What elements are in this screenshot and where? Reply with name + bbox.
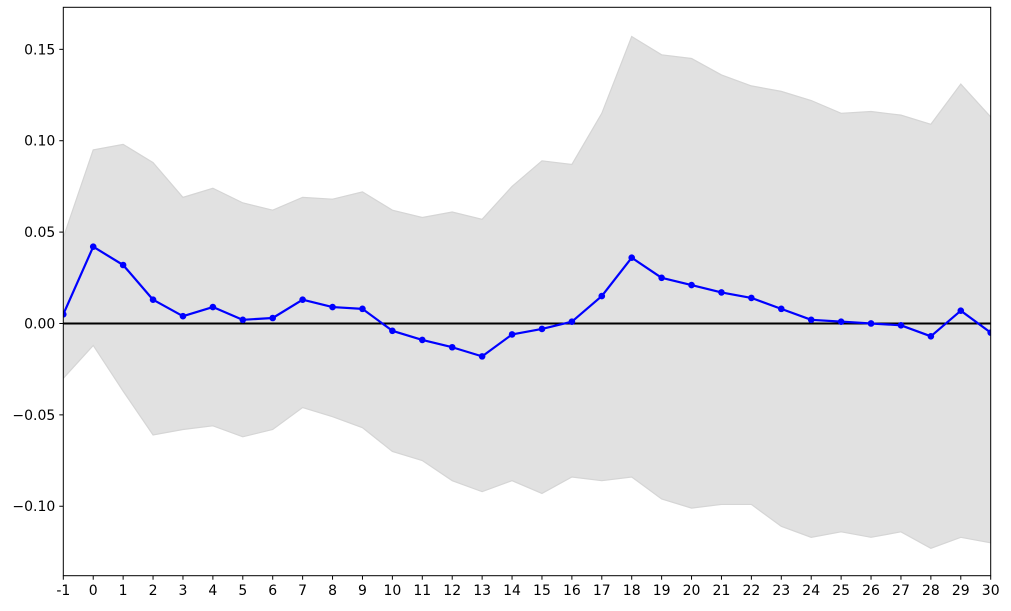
x-axis-tick-label: 15 bbox=[533, 583, 551, 599]
x-axis-tick-label: 17 bbox=[593, 583, 611, 599]
data-point-marker bbox=[897, 322, 905, 329]
x-axis-tick-label: 24 bbox=[802, 583, 820, 599]
plot-border bbox=[62, 6, 992, 577]
data-point-marker bbox=[598, 292, 606, 300]
y-axis-tick-label: 0.15 bbox=[24, 42, 55, 58]
x-axis-tick-label: 29 bbox=[952, 583, 970, 599]
confidence-band bbox=[63, 36, 991, 549]
data-point-marker bbox=[418, 336, 426, 344]
y-axis-tick-label: 0.10 bbox=[24, 134, 55, 150]
data-point-marker bbox=[777, 305, 785, 313]
y-axis-tick-label: 0.05 bbox=[24, 225, 55, 241]
x-axis-tick-label: -1 bbox=[56, 583, 70, 599]
irf-line bbox=[63, 245, 991, 358]
data-point-marker bbox=[89, 243, 97, 251]
data-point-marker bbox=[867, 320, 875, 327]
data-point-marker bbox=[209, 303, 217, 311]
data-point-marker bbox=[478, 353, 486, 360]
data-point-marker bbox=[538, 325, 546, 333]
x-axis-tick-label: 5 bbox=[238, 583, 247, 599]
x-axis-tick-label: 10 bbox=[383, 583, 401, 599]
data-point-marker bbox=[957, 307, 965, 314]
x-axis-tick-label: 30 bbox=[982, 583, 1000, 599]
x-axis-tick-label: 6 bbox=[268, 583, 277, 599]
data-point-marker bbox=[718, 289, 725, 296]
x-axis-tick-label: 1 bbox=[119, 583, 128, 599]
plot-area bbox=[63, 35, 991, 549]
x-axis-tick-label: 18 bbox=[623, 583, 641, 599]
data-point-marker bbox=[359, 305, 366, 313]
x-axis-tick-label: 25 bbox=[832, 583, 850, 599]
x-axis-tick-label: 19 bbox=[653, 583, 671, 599]
data-point-marker bbox=[927, 332, 935, 340]
data-point-marker bbox=[269, 314, 277, 322]
data-point-marker bbox=[807, 316, 815, 324]
x-axis-tick-label: 4 bbox=[208, 583, 217, 599]
data-point-marker bbox=[329, 303, 336, 311]
y-axis: −0.10 −0.05 0.00 0.05 0.10 0.15 bbox=[12, 42, 64, 515]
x-axis: -1 0 1 2 3 4 5 6 7 8 9 10 11 12 13 14 15 16 17 18 19 20 21 22 23… bbox=[56, 575, 1000, 599]
x-axis-tick-label: 20 bbox=[683, 583, 701, 599]
data-point-marker bbox=[508, 331, 516, 338]
data-point-marker bbox=[837, 318, 845, 325]
x-axis-tick-label: 21 bbox=[713, 583, 731, 599]
y-axis-tick-label: −0.05 bbox=[12, 408, 55, 424]
irf-line-markers bbox=[63, 243, 991, 360]
data-point-marker bbox=[389, 327, 396, 335]
data-point-marker bbox=[628, 254, 636, 261]
x-axis-tick-label: 13 bbox=[473, 583, 491, 599]
confidence-band-lower-edge bbox=[63, 344, 991, 549]
x-axis-tick-label: 2 bbox=[149, 583, 158, 599]
x-axis-tick-label: 0 bbox=[89, 583, 98, 599]
confidence-band-upper-edge bbox=[63, 35, 991, 238]
data-point-marker bbox=[149, 296, 157, 304]
x-axis-tick-label: 12 bbox=[443, 583, 461, 599]
x-axis-tick-label: 3 bbox=[179, 583, 188, 599]
data-point-marker bbox=[179, 312, 187, 320]
data-point-marker bbox=[63, 311, 67, 318]
data-point-marker bbox=[568, 318, 576, 325]
x-axis-tick-label: 7 bbox=[298, 583, 307, 599]
data-point-marker bbox=[448, 343, 456, 351]
x-axis-tick-label: 16 bbox=[563, 583, 581, 599]
data-point-marker bbox=[987, 329, 991, 336]
data-point-marker bbox=[239, 316, 247, 324]
data-point-marker bbox=[748, 294, 755, 302]
y-axis-tick-label: 0.00 bbox=[24, 316, 55, 332]
data-point-marker bbox=[688, 281, 695, 289]
data-point-marker bbox=[299, 296, 306, 304]
x-axis-tick-label: 14 bbox=[503, 583, 521, 599]
x-axis-tick-label: 26 bbox=[862, 583, 880, 599]
x-axis-tick-label: 28 bbox=[922, 583, 940, 599]
data-point-marker bbox=[119, 261, 127, 269]
data-point-marker bbox=[658, 274, 665, 282]
x-axis-tick-label: 23 bbox=[772, 583, 790, 599]
x-axis-tick-label: 11 bbox=[413, 583, 431, 599]
x-axis-tick-label: 8 bbox=[328, 583, 337, 599]
x-axis-tick-label: 27 bbox=[892, 583, 910, 599]
y-axis-tick-label: −0.10 bbox=[12, 499, 55, 515]
x-axis-tick-label: 9 bbox=[358, 583, 367, 599]
x-axis-tick-label: 22 bbox=[742, 583, 760, 599]
